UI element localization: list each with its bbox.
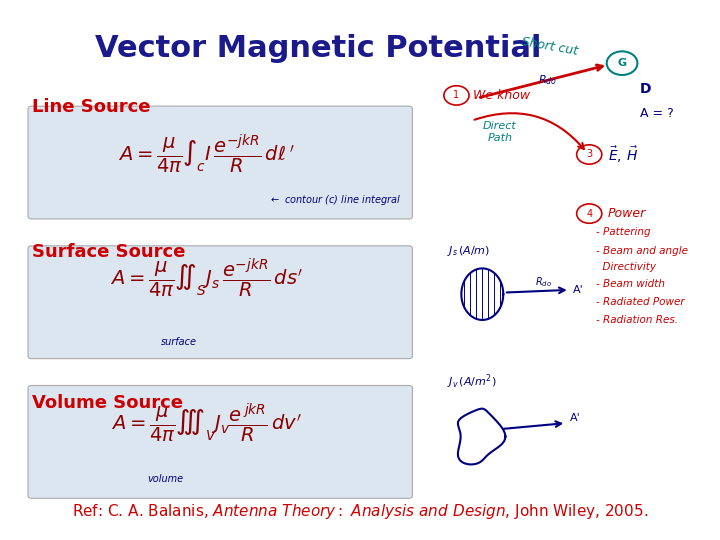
Text: $A = \dfrac{\mu}{4\pi} \iint_{S} J_s \, \dfrac{e^{-jkR}}{R} \, ds^{\prime}$: $A = \dfrac{\mu}{4\pi} \iint_{S} J_s \, …: [110, 256, 302, 300]
Text: volume: volume: [147, 474, 183, 484]
FancyBboxPatch shape: [28, 106, 413, 219]
Text: surface: surface: [161, 337, 197, 347]
Text: Directivity: Directivity: [596, 262, 656, 272]
Text: 4: 4: [586, 208, 593, 219]
Text: A': A': [572, 285, 583, 294]
Text: Volume Source: Volume Source: [32, 394, 183, 411]
Text: $R_{do}$: $R_{do}$: [535, 275, 552, 289]
Text: Surface Source: Surface Source: [32, 243, 185, 261]
Text: - Radiation Res.: - Radiation Res.: [596, 315, 678, 325]
Text: We know: We know: [473, 89, 531, 102]
Text: $J_v\,(A/m^2)$: $J_v\,(A/m^2)$: [447, 372, 497, 391]
Text: $J_s\,(A/m)$: $J_s\,(A/m)$: [447, 244, 490, 258]
Text: Ref: C. A. Balanis, $\it{Antenna\ Theory:\ Analysis\ and\ Design}$, John Wiley, : Ref: C. A. Balanis, $\it{Antenna\ Theory…: [72, 502, 648, 522]
Text: - Beam and angle: - Beam and angle: [596, 246, 688, 256]
FancyBboxPatch shape: [28, 246, 413, 359]
Text: 3: 3: [586, 150, 593, 159]
Text: $\leftarrow$ contour (c) line integral: $\leftarrow$ contour (c) line integral: [269, 193, 401, 207]
Text: - Radiated Power: - Radiated Power: [596, 297, 685, 307]
Text: - Beam width: - Beam width: [596, 279, 665, 289]
Text: Line Source: Line Source: [32, 98, 150, 116]
Text: Vector Magnetic Potential: Vector Magnetic Potential: [95, 33, 541, 63]
FancyBboxPatch shape: [28, 386, 413, 498]
Text: - Pattering: - Pattering: [596, 227, 651, 237]
Text: $A = \dfrac{\mu}{4\pi} \int_c I \, \dfrac{e^{-jkR}}{R} \, d\ell^{\,\prime}$: $A = \dfrac{\mu}{4\pi} \int_c I \, \dfra…: [118, 133, 294, 176]
Text: Short cut: Short cut: [521, 36, 579, 58]
Text: A': A': [570, 414, 580, 423]
Text: D: D: [639, 82, 651, 96]
Text: $\vec{E},\,\vec{H}$: $\vec{E},\,\vec{H}$: [608, 144, 639, 165]
Text: $R_{do}$: $R_{do}$: [539, 73, 557, 87]
Text: G: G: [618, 58, 626, 68]
Text: $A = \dfrac{\mu}{4\pi} \iiint_{V} J_v \dfrac{e^{\,jkR}}{R} \, dv^{\prime}$: $A = \dfrac{\mu}{4\pi} \iiint_{V} J_v \d…: [111, 401, 302, 445]
Text: Direct
Path: Direct Path: [483, 122, 517, 143]
Text: A = ?: A = ?: [639, 107, 673, 120]
Text: 1: 1: [454, 90, 459, 100]
Text: Power: Power: [608, 207, 647, 220]
